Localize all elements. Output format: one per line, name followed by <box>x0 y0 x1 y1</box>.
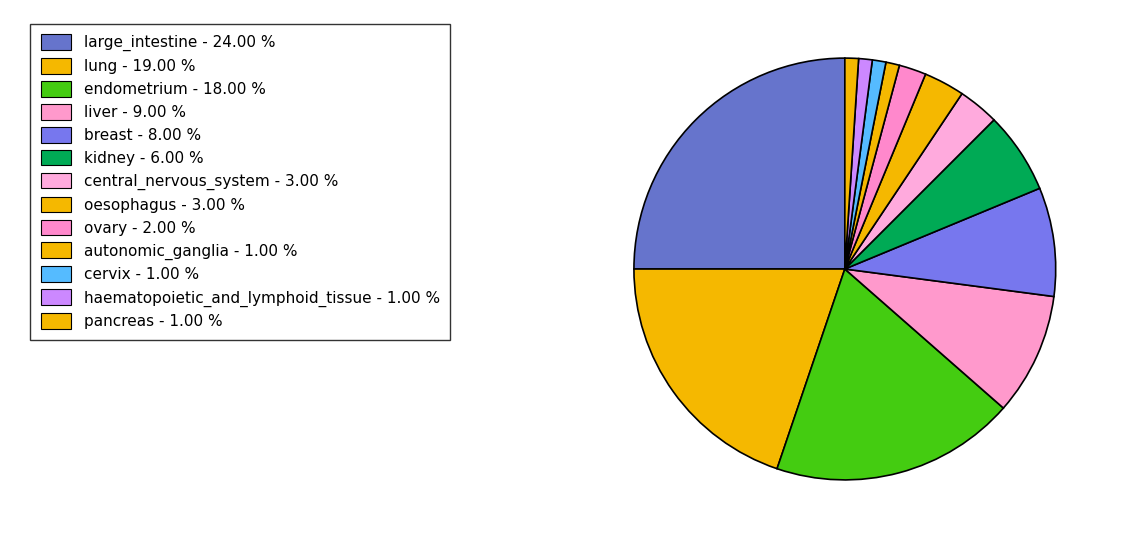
Wedge shape <box>845 94 995 269</box>
Wedge shape <box>845 60 886 269</box>
Wedge shape <box>845 188 1056 296</box>
Wedge shape <box>777 269 1004 480</box>
Wedge shape <box>845 120 1040 269</box>
Wedge shape <box>634 269 845 469</box>
Wedge shape <box>845 74 962 269</box>
Wedge shape <box>845 59 872 269</box>
Wedge shape <box>845 269 1053 408</box>
Wedge shape <box>845 65 925 269</box>
Wedge shape <box>845 58 858 269</box>
Wedge shape <box>845 62 899 269</box>
Wedge shape <box>634 58 845 269</box>
Legend: large_intestine - 24.00 %, lung - 19.00 %, endometrium - 18.00 %, liver - 9.00 %: large_intestine - 24.00 %, lung - 19.00 … <box>31 24 450 340</box>
